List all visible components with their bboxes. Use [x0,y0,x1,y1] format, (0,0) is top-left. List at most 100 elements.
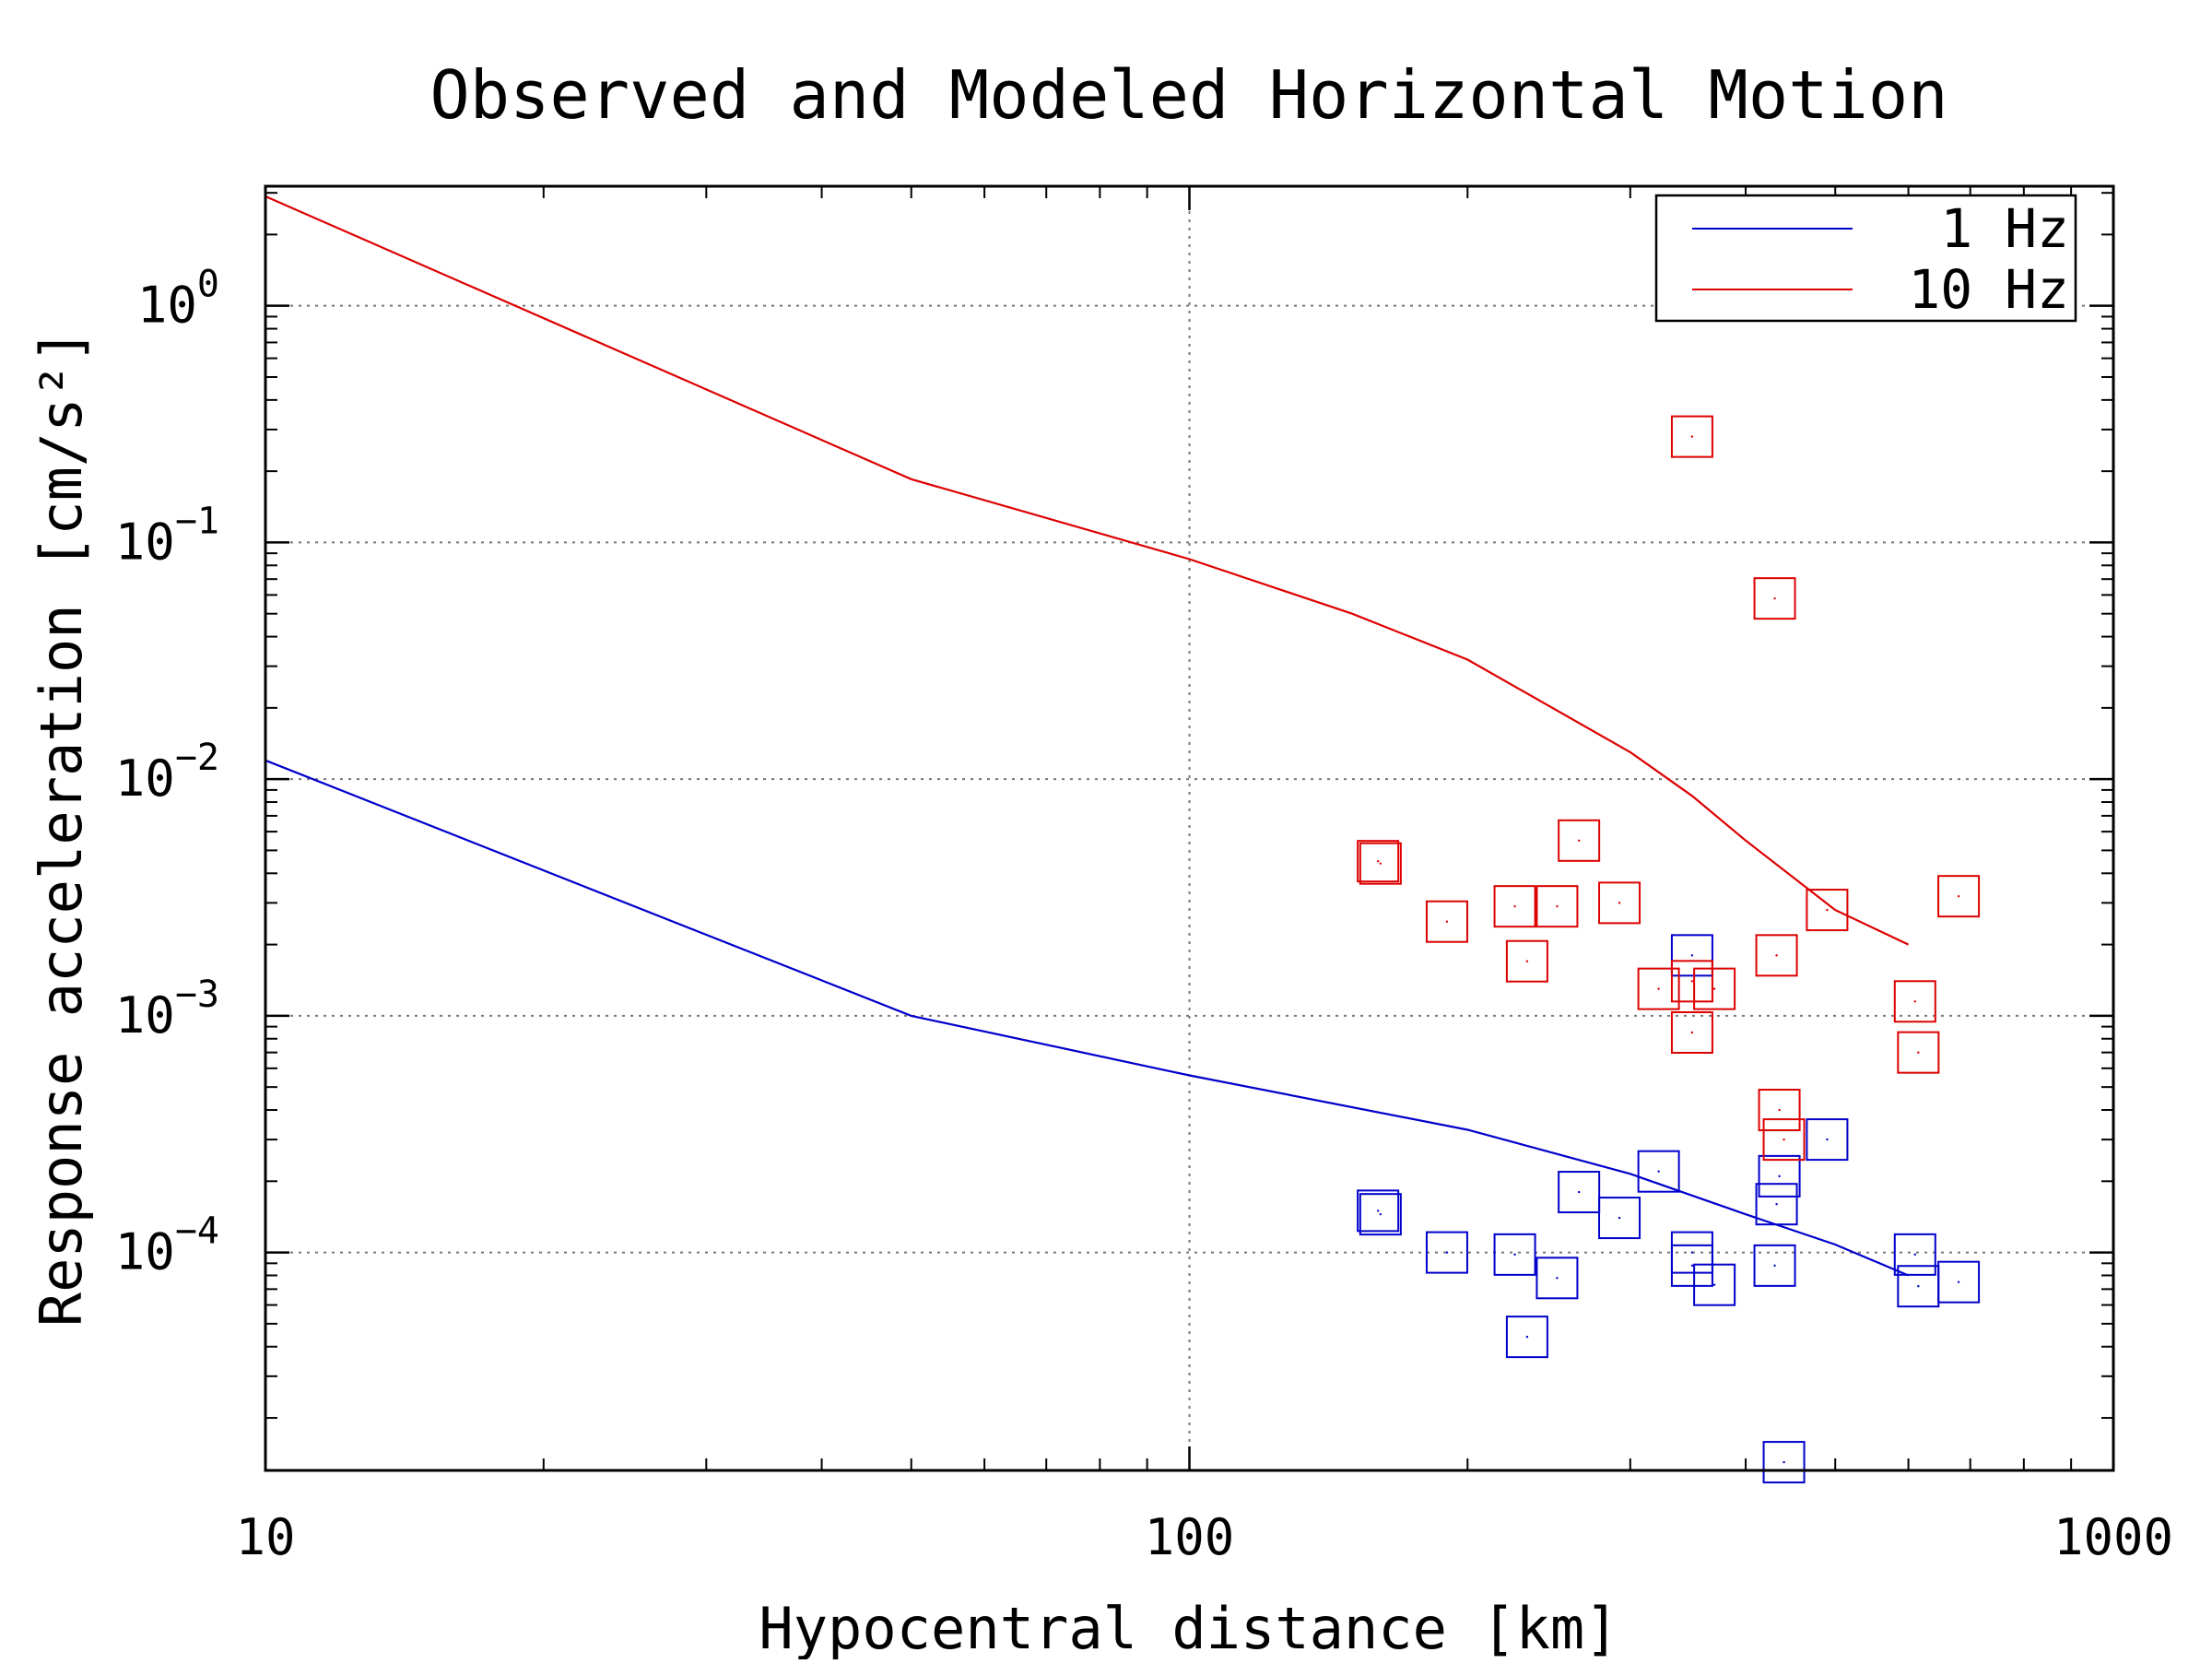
observation-marker-1hz [1893,1233,1936,1276]
observation-dot-1hz [1618,1216,1621,1220]
observation-markers [1357,415,1981,1484]
observation-marker-1hz [1505,1316,1548,1359]
observation-dot-1hz [1913,1253,1916,1257]
x-tick-label: 1000 [2053,1508,2173,1566]
observation-dot-10hz [1657,987,1660,990]
observation-marker-10hz [1755,934,1798,977]
observation-marker-10hz [1893,980,1936,1023]
observation-marker-10hz [1558,819,1601,862]
observation-marker-10hz [1637,967,1680,1010]
observation-dot-10hz [1783,1138,1785,1141]
observation-dot-10hz [1525,960,1529,962]
observation-marker-10hz [1670,960,1713,1003]
x-axis-label: Hypocentral distance [km] [759,1595,1618,1659]
observation-dot-10hz [1690,1031,1694,1034]
y-tick-label: 10−1 [115,500,219,571]
observation-marker-10hz [1359,842,1402,885]
x-tick-labels: 10 100 1000 [235,1508,2173,1566]
legend-box [1654,194,2077,323]
legend-label-10hz: 10 Hz [1908,258,2069,321]
observation-marker-10hz [1762,1118,1806,1162]
x-tick-label: 100 [1145,1508,1235,1566]
observation-dot-10hz [1618,902,1621,904]
observation-dot-10hz [1376,859,1380,863]
observation-marker-1hz [1558,1171,1601,1214]
observation-marker-1hz [1357,1189,1400,1233]
plot-frame [264,184,2115,1472]
observation-dot-1hz [1525,1335,1529,1339]
observation-marker-10hz [1753,577,1796,620]
observation-marker-1hz [1753,1244,1796,1287]
observation-marker-10hz [1693,967,1736,1010]
observation-dot-10hz [1445,920,1449,923]
observation-marker-1hz [1598,1197,1641,1240]
legend: 1 Hz 10 Hz [1654,194,2077,323]
y-tick-label: 10−4 [115,1210,219,1281]
observation-dot-10hz [1917,1051,1920,1054]
y-axis-label: Response acceleration [cm/s²] [28,329,95,1328]
observation-marker-1hz [1806,1118,1849,1162]
observation-marker-10hz [1897,1031,1940,1074]
observation-dot-1hz [1577,1190,1581,1194]
observation-marker-10hz [1806,889,1849,932]
observation-marker-1hz [1758,1154,1801,1198]
observation-dot-10hz [1775,954,1778,957]
observation-dot-1hz [1775,1202,1778,1206]
observation-dot-1hz [1783,1460,1785,1464]
observation-dot-10hz [1690,980,1694,983]
model-line-1hz [265,759,1910,1277]
observation-dot-10hz [1577,839,1581,842]
y-tick-label: 10−3 [115,974,219,1044]
observation-marker-10hz [1758,1089,1801,1132]
observation-dot-1hz [1826,1138,1829,1141]
observation-marker-10hz [1670,1010,1713,1054]
observation-marker-1hz [1359,1193,1402,1236]
observation-dot-10hz [1556,904,1559,908]
observation-marker-10hz [1535,885,1579,928]
observation-dot-1hz [1376,1210,1380,1212]
observation-dot-10hz [1513,904,1516,908]
observation-dot-10hz [1957,894,1960,898]
y-tick-labels: 100 10−1 10−2 10−3 10−4 [115,264,219,1281]
observation-marker-10hz [1505,939,1548,983]
y-tick-label: 10−2 [115,737,219,808]
observation-dot-1hz [1556,1277,1559,1280]
observation-dot-1hz [1712,1283,1716,1286]
grid [265,186,2113,1470]
observation-dot-10hz [1690,435,1694,438]
observation-marker-1hz [1755,1183,1798,1226]
observation-marker-10hz [1937,875,1981,918]
observation-dot-1hz [1445,1251,1449,1254]
observation-marker-1hz [1693,1263,1736,1306]
observation-marker-1hz [1637,1150,1680,1193]
observation-marker-1hz [1493,1233,1536,1276]
observation-marker-10hz [1357,840,1400,883]
model-lines [265,195,1910,1277]
observation-dot-1hz [1513,1253,1516,1257]
legend-label-1hz: 1 Hz [1940,197,2069,260]
observation-marker-10hz [1598,881,1641,925]
observation-marker-10hz [1493,885,1536,928]
observation-marker-10hz [1425,900,1468,943]
observation-dot-1hz [1773,1264,1776,1268]
observation-marker-1hz [1762,1441,1806,1484]
observation-marker-1hz [1670,934,1713,977]
observation-dot-1hz [1657,1170,1660,1173]
observation-dot-10hz [1773,596,1776,600]
model-line-10hz [265,195,1910,946]
observation-dot-10hz [1778,1108,1781,1112]
observation-dot-1hz [1690,1251,1694,1254]
minor-ticks [264,186,2115,1470]
observation-dot-1hz [1917,1285,1920,1288]
observation-dot-1hz [1690,1264,1694,1268]
observation-marker-1hz [1425,1231,1468,1274]
chart-title: Observed and Modeled Horizontal Motion [429,56,1947,134]
observation-marker-1hz [1937,1260,1981,1304]
observation-dot-10hz [1379,862,1382,865]
observation-dot-10hz [1826,908,1829,912]
observation-dot-10hz [1712,987,1716,990]
observation-dot-10hz [1913,1000,1916,1003]
observation-dot-1hz [1379,1212,1382,1216]
